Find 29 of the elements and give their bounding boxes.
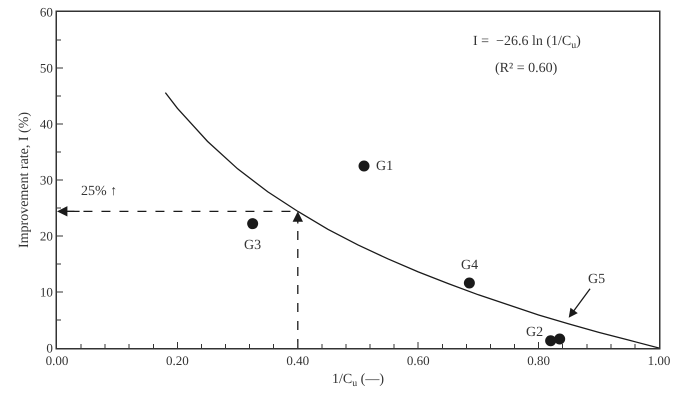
annotation: G3 [244, 238, 262, 253]
y-tick-label: 50 [40, 60, 53, 76]
x-tick-label: 0.60 [406, 353, 430, 368]
annotation: G2 [526, 325, 544, 340]
annotation: (R² = 0.60) [495, 61, 558, 76]
x-tick-label: 0.40 [286, 353, 310, 368]
y-tick-label: 10 [40, 284, 53, 300]
y-axis-title: Improvement rate, I (%) [16, 112, 32, 248]
y-tick-label: 0 [46, 340, 53, 356]
point [554, 334, 566, 345]
annotation: I = −26.6 ln (1/C$_{u}$) [473, 34, 582, 51]
point [545, 335, 556, 346]
annotation: 25% ↑ [81, 184, 118, 199]
point [247, 218, 258, 230]
x-tick-label: 0.80 [527, 353, 550, 368]
line-series [164, 92, 659, 348]
x-tick-label: 1.00 [648, 353, 670, 368]
x-axis-title: 1/C$_{u}$ (—) [332, 372, 384, 390]
annotation: G5 [588, 272, 606, 287]
x-tick-label: 0.00 [46, 353, 68, 368]
y-tick-label: 40 [40, 116, 53, 132]
point [358, 160, 370, 172]
y-tick-label: 60 [40, 4, 53, 20]
x-tick-label: 0.20 [166, 353, 189, 368]
y-tick-label: 20 [40, 228, 53, 244]
annotation: G4 [461, 258, 478, 273]
point [464, 278, 475, 289]
annotation: G1 [376, 159, 394, 174]
y-tick-label: 30 [40, 172, 53, 188]
